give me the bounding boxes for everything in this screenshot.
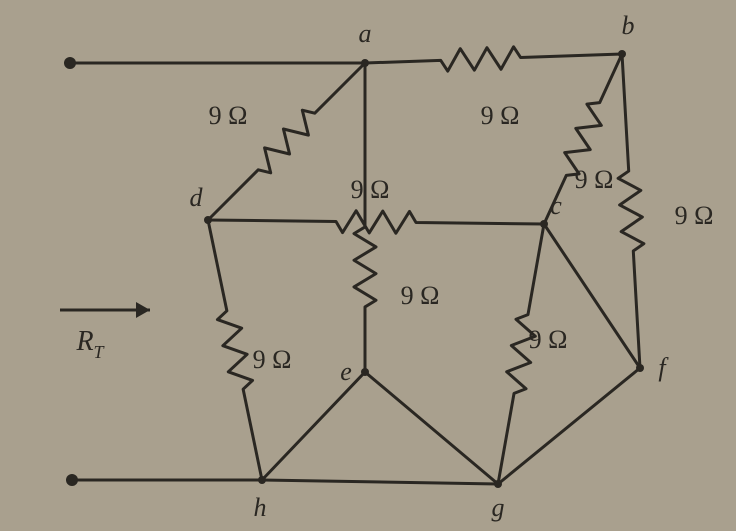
node-b (618, 50, 626, 58)
node-label-e: e (340, 357, 352, 386)
node-g (494, 480, 502, 488)
node-c (540, 220, 548, 228)
resistor-label-r-ab: 9 Ω (481, 101, 520, 130)
node-e (361, 368, 369, 376)
resistor-label-r-da: 9 Ω (209, 101, 248, 130)
node-label-c: c (550, 191, 562, 220)
resistor-label-r-bc: 9 Ω (575, 165, 614, 194)
node-d (204, 216, 212, 224)
node-label-a: a (359, 19, 372, 48)
resistor-label-r-dc: 9 Ω (351, 175, 390, 204)
terminal-in_bottom (66, 474, 78, 486)
node-label-g: g (492, 493, 505, 522)
node-label-b: b (622, 11, 635, 40)
node-f (636, 364, 644, 372)
node-h (258, 476, 266, 484)
node-a (361, 59, 369, 67)
node-label-h: h (254, 493, 267, 522)
terminal-in_top (64, 57, 76, 69)
resistor-label-r-dh: 9 Ω (253, 345, 292, 374)
resistor-label-r-bf: 9 Ω (675, 201, 714, 230)
node-label-d: d (190, 183, 204, 212)
resistor-label-r-ae: 9 Ω (401, 281, 440, 310)
resistor-label-r-cg: 9 Ω (529, 325, 568, 354)
